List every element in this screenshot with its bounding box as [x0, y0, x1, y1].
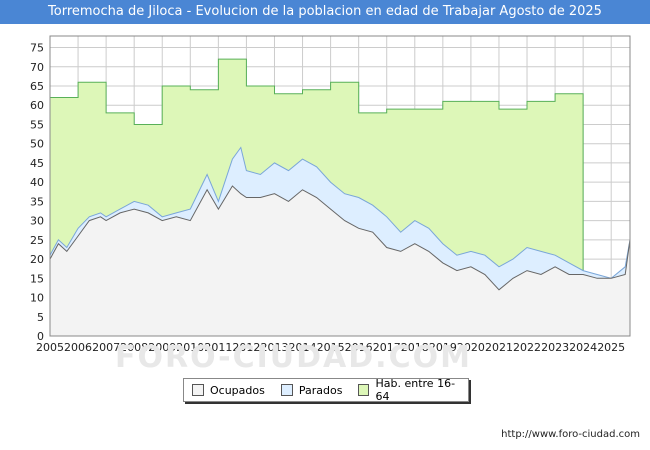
watermark-text: FORO-CIUDAD.COM: [115, 340, 472, 375]
series-layer: [49, 58, 631, 336]
x-tick-label: 2017: [373, 341, 401, 354]
legend-item-ocupados: Ocupados: [192, 384, 265, 397]
legend-swatch-hab: [358, 384, 370, 396]
y-tick-label: 0: [37, 330, 44, 343]
x-tick-label: 2025: [597, 341, 625, 354]
y-tick-label: 10: [30, 292, 44, 305]
legend-item-parados: Parados: [280, 383, 343, 397]
x-tick-label: 2010: [176, 341, 204, 354]
series-hab-line: [50, 58, 584, 336]
x-tick-label: 2022: [513, 341, 541, 354]
legend-label-hab: Hab. entre 16-64: [375, 377, 456, 403]
x-tick-label: 2023: [541, 341, 569, 354]
y-tick-label: 50: [30, 138, 44, 151]
x-tick-label: 2015: [317, 341, 345, 354]
y-tick-label: 20: [30, 253, 44, 266]
y-tick-label: 5: [37, 311, 44, 324]
series-parados-line: [49, 146, 631, 279]
y-tick-label: 30: [30, 215, 44, 228]
legend-swatch-ocupados: [192, 384, 204, 396]
x-tick-label: 2008: [120, 341, 148, 354]
series-ocupados-area: [50, 186, 630, 336]
chart-legend: Ocupados Parados Hab. entre 16-64: [183, 377, 469, 403]
x-tick-label: 2019: [429, 341, 457, 354]
y-tick-label: 15: [30, 272, 44, 285]
x-tick-label: 2006: [64, 341, 92, 354]
y-tick-label: 65: [30, 80, 44, 93]
x-tick-label: 2016: [345, 341, 373, 354]
footer-url: http://www.foro-ciudad.com: [501, 429, 640, 440]
y-tick-label: 35: [30, 195, 44, 208]
legend-label-ocupados: Ocupados: [210, 383, 265, 397]
x-tick-label: 2011: [204, 341, 232, 354]
x-tick-label: 2012: [232, 341, 260, 354]
legend-label-parados: Parados: [298, 383, 343, 397]
chart-title: Torremocha de Jiloca - Evolucion de la p…: [0, 0, 650, 24]
x-tick-label: 2005: [36, 341, 64, 354]
plot-border: [49, 35, 631, 337]
legend-item-hab: Hab. entre 16-64: [358, 377, 460, 403]
y-tick-label: 25: [30, 234, 44, 247]
x-tick-label: 2020: [457, 341, 485, 354]
y-tick-label: 75: [30, 42, 44, 55]
x-tick-label: 2018: [401, 341, 429, 354]
legend-swatch-parados: [280, 384, 293, 396]
x-tick-label: 2014: [289, 341, 317, 354]
y-tick-label: 40: [30, 176, 44, 189]
y-tick-label: 70: [30, 61, 44, 74]
y-tick-label: 45: [30, 157, 44, 170]
x-tick-label: 2024: [569, 341, 597, 354]
x-tick-label: 2013: [260, 341, 288, 354]
y-tick-label: 60: [30, 99, 44, 112]
series-ocupados-line: [49, 185, 631, 291]
x-tick-label: 2021: [485, 341, 513, 354]
x-tick-label: 2007: [92, 341, 120, 354]
x-tick-label: 2009: [148, 341, 176, 354]
y-tick-label: 55: [30, 118, 44, 131]
